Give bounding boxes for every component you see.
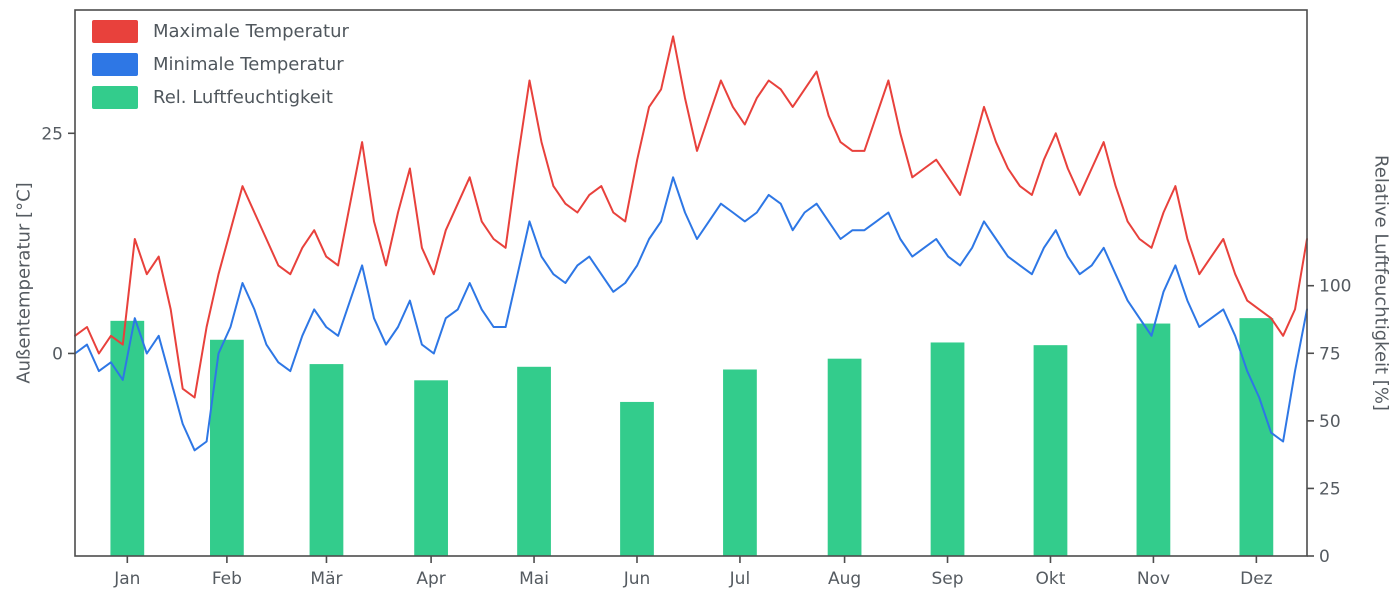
humidity-bar: [517, 366, 551, 556]
x-tick-label: Okt: [1036, 569, 1066, 589]
legend-item-max-temp: Maximale Temperatur: [92, 20, 349, 43]
left-tick-label: 25: [41, 124, 63, 144]
x-tick-label: Nov: [1137, 569, 1170, 589]
x-tick-label: Jun: [623, 569, 651, 589]
humidity-bar: [1239, 318, 1274, 556]
x-tick-label: Sep: [932, 569, 964, 589]
max-temp-swatch: [92, 20, 138, 43]
humidity-bar: [827, 358, 862, 556]
x-tick-label: Feb: [212, 569, 242, 589]
right-tick-label: 0: [1319, 547, 1330, 567]
x-tick-label: Mär: [310, 569, 342, 589]
max-temp-line: [74, 35, 1308, 399]
legend-item-min-temp: Minimale Temperatur: [92, 53, 349, 76]
humidity-bar: [620, 401, 654, 556]
min-temp-line: [74, 176, 1308, 452]
humidity-bar: [930, 342, 965, 556]
humidity-bar: [309, 364, 344, 556]
legend-label: Maximale Temperatur: [153, 21, 349, 42]
right-tick-label: 50: [1319, 412, 1341, 432]
legend-item-humidity: Rel. Luftfeuchtigkeit: [92, 86, 349, 109]
x-tick-label: Jan: [113, 569, 140, 589]
legend-label: Minimale Temperatur: [153, 54, 344, 75]
x-tick-label: Aug: [828, 569, 861, 589]
left-tick-label: 0: [52, 344, 63, 364]
left-axis-title: Außentemperatur [°C]: [13, 182, 35, 384]
x-tick-label: Apr: [416, 569, 445, 589]
humidity-bar: [1136, 323, 1171, 556]
right-tick-label: 75: [1319, 344, 1341, 364]
humidity-bar: [1033, 345, 1068, 556]
right-tick-label: 25: [1319, 479, 1341, 499]
min-temp-swatch: [92, 53, 138, 76]
humidity-bar: [723, 369, 757, 556]
x-tick-label: Mai: [519, 569, 549, 589]
x-tick-label: Dez: [1240, 569, 1273, 589]
legend: Maximale Temperatur Minimale Temperatur …: [92, 20, 349, 109]
plot-frame: [74, 9, 1308, 557]
humidity-bar: [414, 380, 448, 556]
right-axis-title: Relative Luftfeuchtigkeit [%]: [1370, 155, 1392, 411]
right-tick-label: 100: [1319, 277, 1351, 297]
legend-label: Rel. Luftfeuchtigkeit: [153, 87, 333, 108]
humidity-swatch: [92, 86, 138, 109]
x-tick-label: Jul: [729, 569, 751, 589]
